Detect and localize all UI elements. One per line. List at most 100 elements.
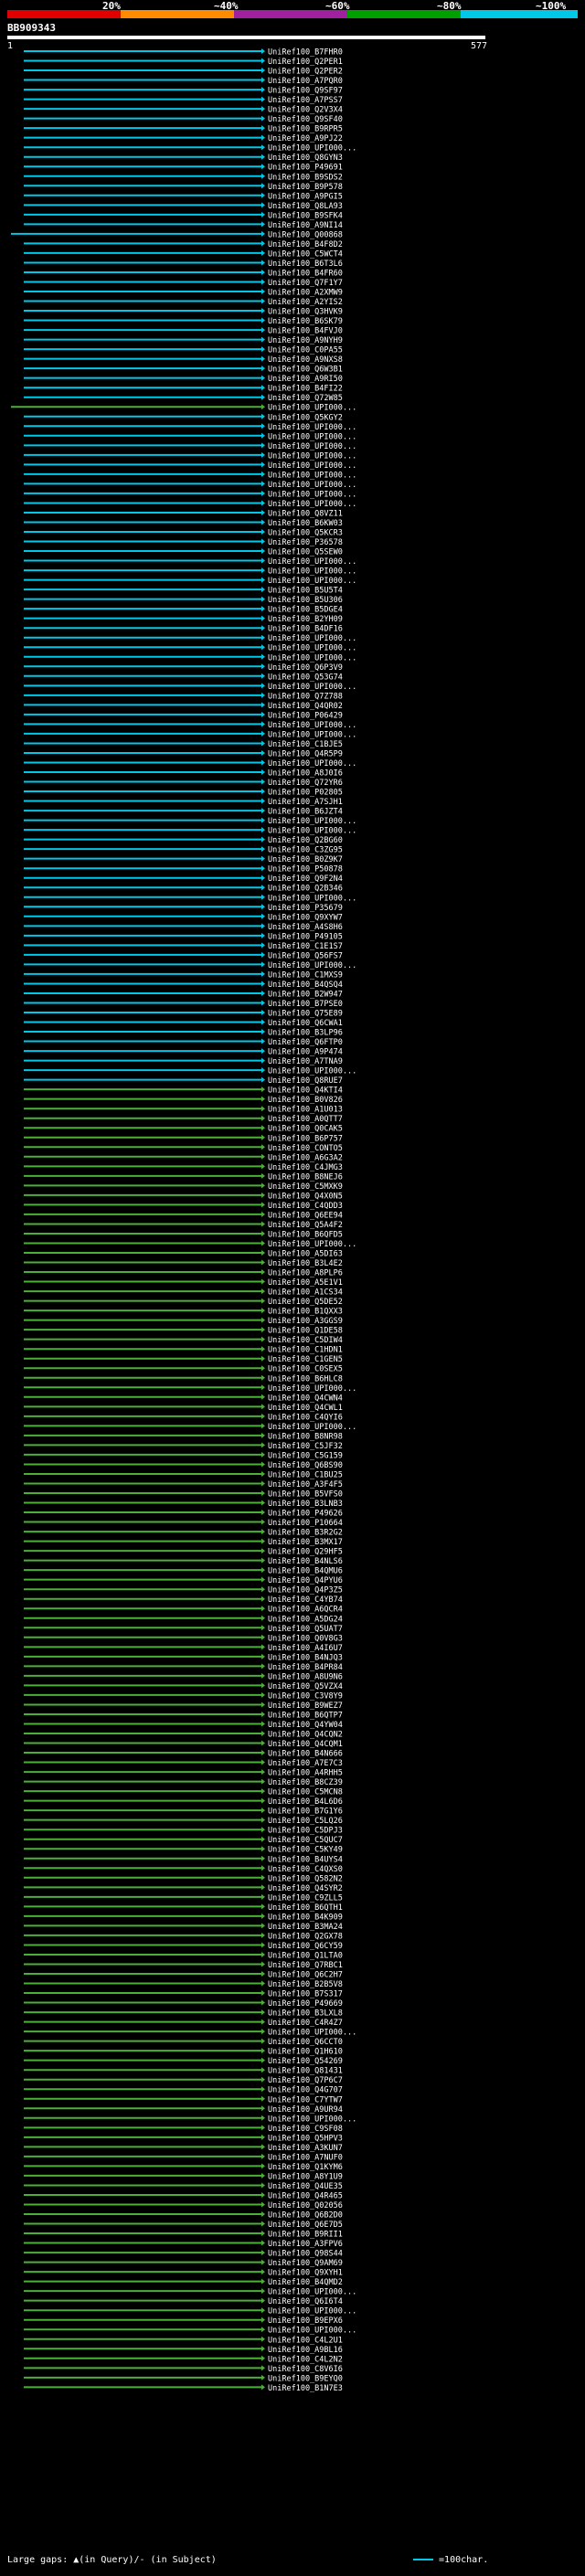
hit-label[interactable]: UniRef100_UPI000... (268, 644, 356, 653)
hit-label[interactable]: UniRef100_B6QFD5 (268, 1230, 343, 1239)
hit-label[interactable]: UniRef100_A7PQR0 (268, 77, 343, 86)
hit-label[interactable]: UniRef100_Q6BS90 (268, 1461, 343, 1470)
hit-label[interactable]: UniRef100_B4NLS6 (268, 1557, 343, 1566)
hit-label[interactable]: UniRef100_UPI000... (268, 634, 356, 643)
hit-label[interactable]: UniRef100_UPI000... (268, 759, 356, 769)
hit-label[interactable]: UniRef100_A8PLP6 (268, 1269, 343, 1278)
hit-label[interactable]: UniRef100_Q72W85 (268, 394, 343, 403)
hit-label[interactable]: UniRef100_UPI000... (268, 1240, 356, 1249)
hit-label[interactable]: UniRef100_Q4CQN2 (268, 1731, 343, 1740)
hit-label[interactable]: UniRef100_Q4CWN4 (268, 1394, 343, 1403)
hit-label[interactable]: UniRef100_Q5A4F2 (268, 1221, 343, 1230)
hit-label[interactable]: UniRef100_B5DGE4 (268, 606, 343, 615)
hit-label[interactable]: UniRef100_B4FR60 (268, 269, 343, 278)
hit-label[interactable]: UniRef100_B9RII1 (268, 2231, 343, 2240)
hit-label[interactable]: UniRef100_Q4SYR2 (268, 1884, 343, 1893)
hit-label[interactable]: UniRef100_Q2B346 (268, 885, 343, 894)
hit-label[interactable]: UniRef100_B9P578 (268, 183, 343, 192)
hit-label[interactable]: UniRef100_UPI000... (268, 894, 356, 903)
hit-label[interactable]: UniRef100_A7PSS7 (268, 96, 343, 105)
hit-label[interactable]: UniRef100_A9BL16 (268, 2346, 343, 2355)
hit-label[interactable]: UniRef100_P50878 (268, 865, 343, 875)
hit-label[interactable]: UniRef100_B4QMU6 (268, 1567, 343, 1576)
hit-label[interactable]: UniRef100_Q8LA93 (268, 202, 343, 211)
hit-label[interactable]: UniRef100_A3FPV6 (268, 2240, 343, 2249)
hit-label[interactable]: UniRef100_Q1DE58 (268, 1327, 343, 1336)
hit-label[interactable]: UniRef100_UPI000... (268, 471, 356, 480)
hit-label[interactable]: UniRef100_A9RI50 (268, 375, 343, 384)
hit-label[interactable]: UniRef100_Q8VZ11 (268, 509, 343, 518)
hit-label[interactable]: UniRef100_A5DI63 (268, 1250, 343, 1259)
hit-label[interactable]: UniRef100_C1BJE5 (268, 740, 343, 749)
hit-label[interactable]: UniRef100_B6P757 (268, 1134, 343, 1143)
hit-label[interactable]: UniRef100_Q4G707 (268, 2086, 343, 2095)
hit-label[interactable]: UniRef100_UPI000... (268, 404, 356, 413)
hit-label[interactable]: UniRef100_A4RHH5 (268, 1769, 343, 1778)
hit-label[interactable]: UniRef100_B7FHR0 (268, 48, 343, 58)
hit-label[interactable]: UniRef100_Q6E7D5 (268, 2221, 343, 2230)
hit-label[interactable]: UniRef100_UPI000... (268, 961, 356, 970)
hit-label[interactable]: UniRef100_Q54269 (268, 2057, 343, 2066)
hit-label[interactable]: UniRef100_A9PGI5 (268, 192, 343, 201)
hit-label[interactable]: UniRef100_A3F4F5 (268, 1480, 343, 1489)
hit-label[interactable]: UniRef100_UPI000... (268, 683, 356, 692)
hit-label[interactable]: UniRef100_C8V6I6 (268, 2365, 343, 2374)
hit-label[interactable]: UniRef100_A5DG24 (268, 1615, 343, 1624)
hit-label[interactable]: UniRef100_B1QXX3 (268, 1308, 343, 1317)
hit-label[interactable]: UniRef100_Q29HF5 (268, 1548, 343, 1557)
hit-label[interactable]: UniRef100_Q7RBC1 (268, 1961, 343, 1970)
hit-label[interactable]: UniRef100_A8U9N6 (268, 1672, 343, 1681)
hit-label[interactable]: UniRef100_A0QTT7 (268, 1115, 343, 1124)
hit-label[interactable]: UniRef100_B8NR98 (268, 1432, 343, 1441)
hit-label[interactable]: UniRef100_Q9AM69 (268, 2259, 343, 2268)
hit-label[interactable]: UniRef100_UPI000... (268, 500, 356, 509)
hit-label[interactable]: UniRef100_Q0CAK5 (268, 1125, 343, 1134)
hit-label[interactable]: UniRef100_UPI000... (268, 2307, 356, 2316)
hit-label[interactable]: UniRef100_P49626 (268, 1510, 343, 1519)
hit-label[interactable]: UniRef100_B4UYS4 (268, 1855, 343, 1864)
hit-label[interactable]: UniRef100_Q9SF40 (268, 115, 343, 124)
hit-label[interactable]: UniRef100_B4F8D2 (268, 240, 343, 249)
hit-label[interactable]: UniRef100_B3MA24 (268, 1923, 343, 1932)
hit-label[interactable]: UniRef100_A8Y1U9 (268, 2172, 343, 2181)
hit-label[interactable]: UniRef100_Q4KTI4 (268, 1087, 343, 1096)
hit-label[interactable]: UniRef100_UPI000... (268, 567, 356, 577)
hit-label[interactable]: UniRef100_Q4UE35 (268, 2182, 343, 2191)
hit-label[interactable]: UniRef100_Q6P3V9 (268, 663, 343, 673)
hit-label[interactable]: UniRef100_UPI000... (268, 432, 356, 441)
hit-label[interactable]: UniRef100_B3LNB3 (268, 1500, 343, 1509)
hit-label[interactable]: UniRef100_Q0V8G3 (268, 1634, 343, 1643)
hit-label[interactable]: UniRef100_Q4QR02 (268, 702, 343, 711)
hit-label[interactable]: UniRef100_C5QUC7 (268, 1836, 343, 1845)
hit-label[interactable]: UniRef100_B4QSQ4 (268, 981, 343, 990)
hit-label[interactable]: UniRef100_P49669 (268, 1999, 343, 2009)
hit-label[interactable]: UniRef100_UPI000... (268, 442, 356, 451)
hit-label[interactable]: UniRef100_Q4CWL1 (268, 1404, 343, 1413)
hit-label[interactable]: UniRef100_B9SDS2 (268, 173, 343, 182)
hit-label[interactable]: UniRef100_Q00868 (268, 230, 343, 239)
hit-label[interactable]: UniRef100_UPI000... (268, 144, 356, 154)
hit-label[interactable]: UniRef100_P36578 (268, 538, 343, 547)
hit-label[interactable]: UniRef100_C5JF32 (268, 1442, 343, 1451)
hit-label[interactable]: UniRef100_C0PA55 (268, 346, 343, 355)
hit-label[interactable]: UniRef100_C4JMG3 (268, 1163, 343, 1172)
hit-label[interactable]: UniRef100_B8CZ39 (268, 1778, 343, 1787)
hit-label[interactable]: UniRef100_B7G1Y6 (268, 1807, 343, 1817)
hit-label[interactable]: UniRef100_C0SEX5 (268, 1365, 343, 1374)
hit-label[interactable]: UniRef100_P02805 (268, 789, 343, 798)
hit-label[interactable]: UniRef100_Q5SEW0 (268, 548, 343, 557)
hit-label[interactable]: UniRef100_C1MXS9 (268, 970, 343, 980)
hit-label[interactable]: UniRef100_A7TNA9 (268, 1057, 343, 1066)
hit-label[interactable]: UniRef100_B4FVJ0 (268, 327, 343, 336)
hit-label[interactable]: UniRef100_P49691 (268, 164, 343, 173)
hit-label[interactable]: UniRef100_C1GEN5 (268, 1355, 343, 1364)
hit-label[interactable]: UniRef100_C9ZLL5 (268, 1893, 343, 1903)
hit-label[interactable]: UniRef100_B3L4E2 (268, 1259, 343, 1268)
hit-label[interactable]: UniRef100_C5MCN8 (268, 1788, 343, 1797)
hit-label[interactable]: UniRef100_Q1LTA0 (268, 1951, 343, 1960)
hit-label[interactable]: UniRef100_B4PR84 (268, 1663, 343, 1672)
hit-label[interactable]: UniRef100_B7S317 (268, 1990, 343, 1999)
hit-label[interactable]: UniRef100_B6QTP7 (268, 1711, 343, 1720)
hit-label[interactable]: UniRef100_C4L2U1 (268, 2336, 343, 2345)
hit-label[interactable]: UniRef100_B9EYQ0 (268, 2374, 343, 2383)
